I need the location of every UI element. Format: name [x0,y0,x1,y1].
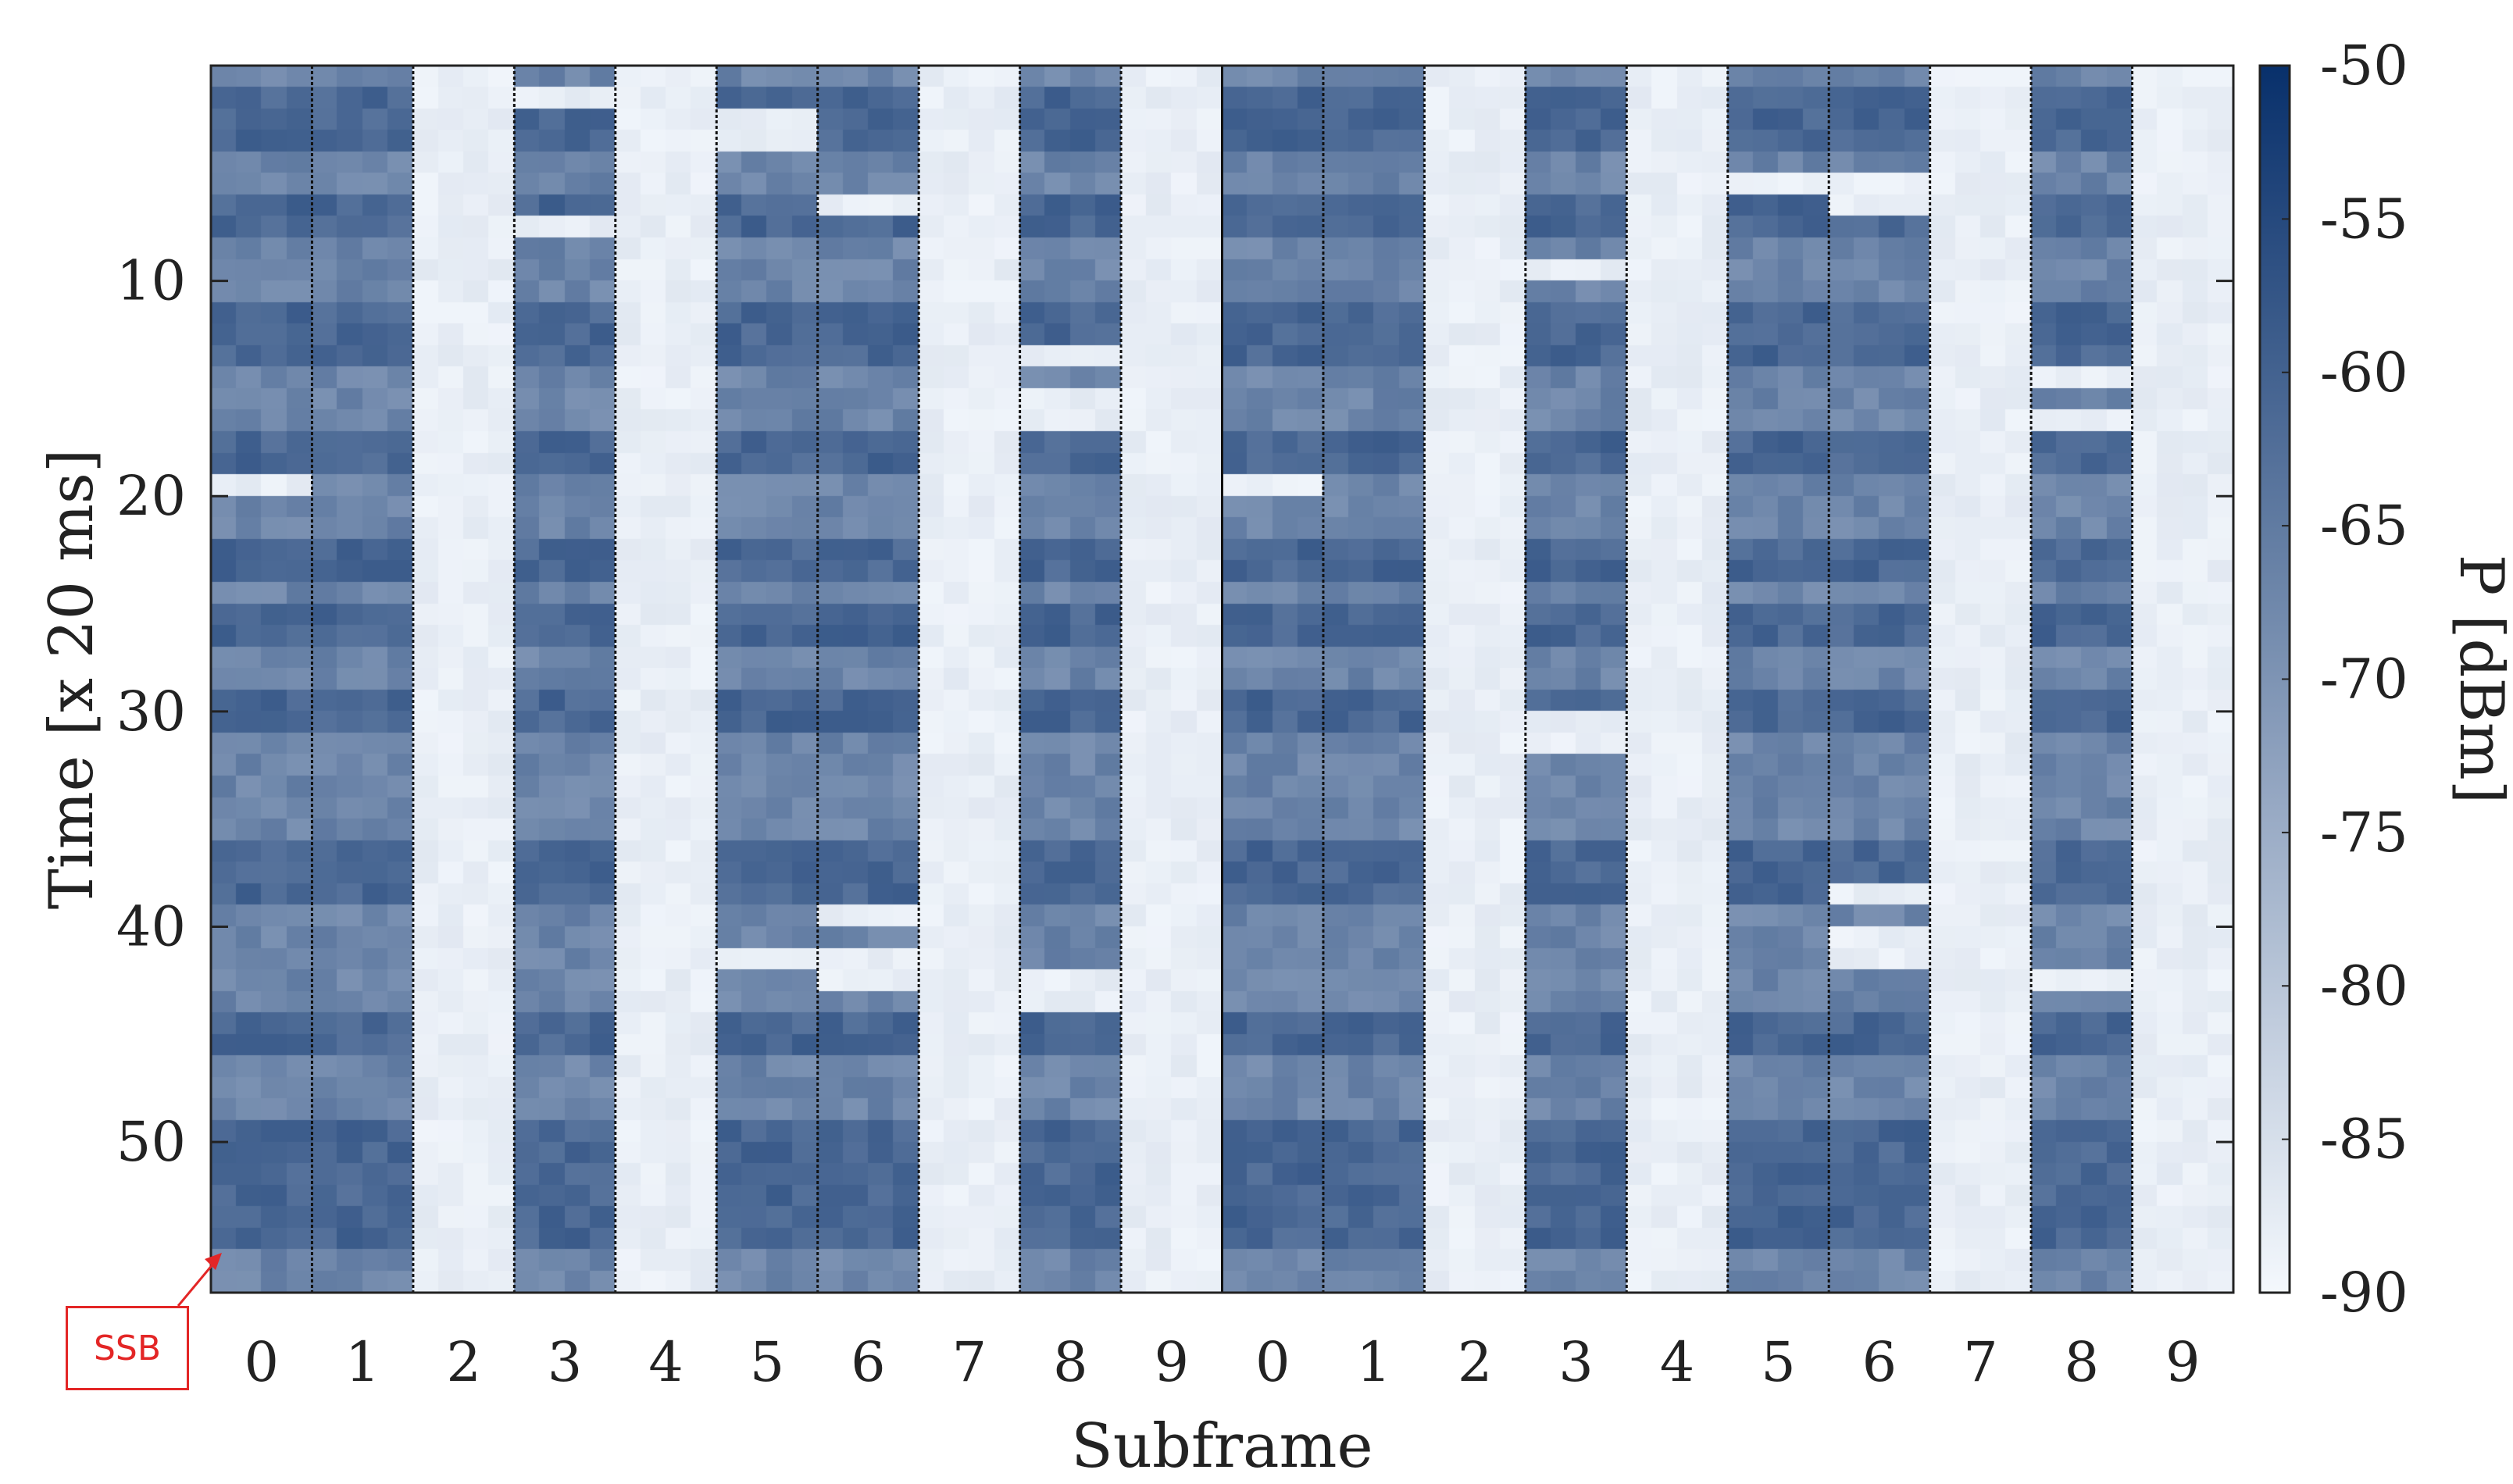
x-tick-label: 5 [1761,1330,1796,1394]
y-tick-label: 30 [116,680,186,744]
colorbar-title: P [dBm] [2446,555,2513,804]
x-tick-label: 1 [1356,1330,1391,1394]
x-tick-label: 9 [1155,1330,1190,1394]
x-tick-label: 2 [446,1330,481,1394]
x-tick-label: 3 [1558,1330,1594,1394]
x-tick-label: 8 [2065,1330,2100,1394]
colorbar-tick-label: -85 [2320,1108,2408,1172]
x-tick-label: 9 [2165,1330,2201,1394]
y-tick-label: 40 [116,894,186,958]
x-tick-label: 5 [750,1330,785,1394]
y-axis-title: Time [x 20 ms] [37,449,107,910]
colorbar-tick-label: -50 [2320,34,2408,98]
x-tick-label: 6 [1862,1330,1897,1394]
x-tick-label: 1 [345,1330,380,1394]
colorbar-tick-label: -70 [2320,647,2408,712]
colorbar-tick-label: -55 [2320,187,2408,251]
colorbar-tick-label: -60 [2320,341,2408,405]
x-axis-title: Subframe [1071,1411,1373,1482]
x-tick-label: 6 [851,1330,886,1394]
x-tick-label: 2 [1458,1330,1493,1394]
colorbar-tick-label: -80 [2320,954,2408,1018]
y-tick-label: 50 [116,1110,186,1174]
x-tick-label: 0 [244,1330,279,1394]
x-tick-label: 4 [1660,1330,1695,1394]
y-tick-label: 20 [116,464,186,528]
x-tick-label: 0 [1255,1330,1290,1394]
x-tick-label: 4 [648,1330,684,1394]
x-tick-label: 7 [952,1330,987,1394]
ssb-arrow-line [177,1258,219,1307]
ssb-arrow-head [205,1253,222,1270]
x-tick-label: 7 [1963,1330,1998,1394]
x-tick-label: 8 [1053,1330,1088,1394]
colorbar-tick-label: -90 [2320,1261,2408,1325]
colorbar-tick-label: -65 [2320,494,2408,558]
plot-frame [209,64,2235,1294]
x-tick-label: 3 [548,1330,583,1394]
y-tick-label: 10 [116,249,186,313]
ssb-annotation-label: SSB [66,1306,189,1390]
colorbar-tick-label: -75 [2320,801,2408,865]
